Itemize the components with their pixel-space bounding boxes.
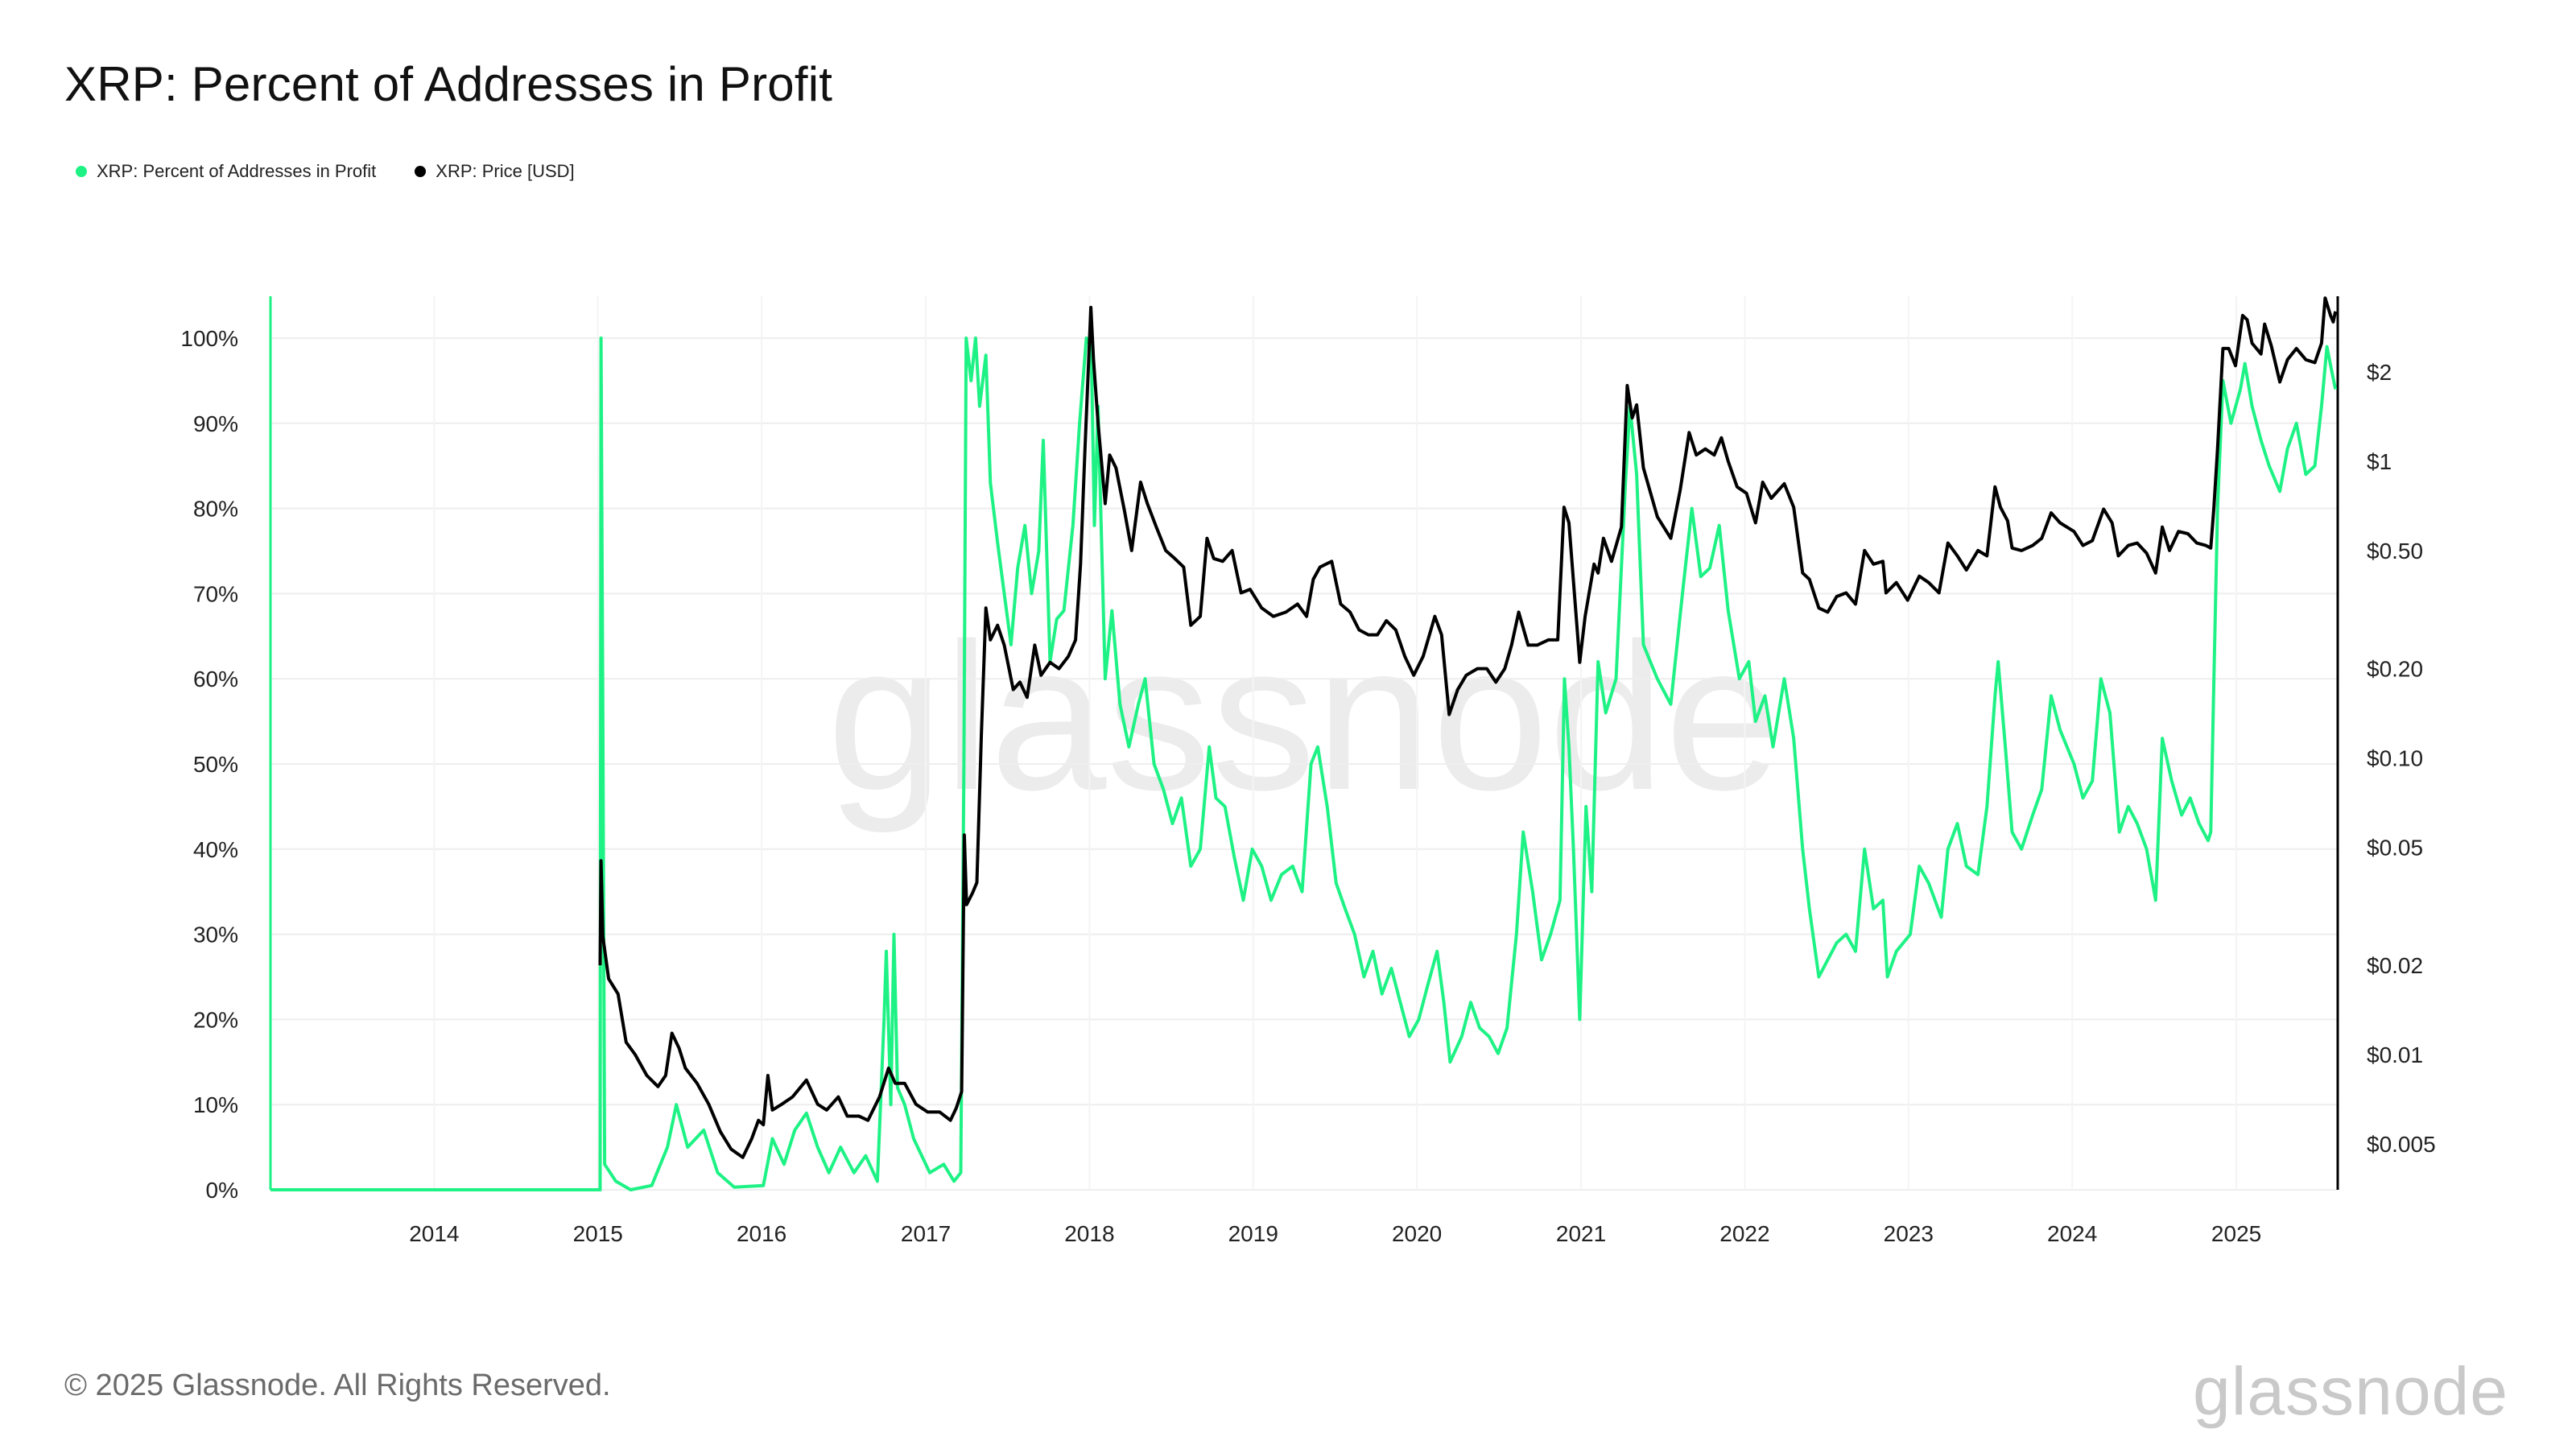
y-left-tick-label: 20% [193,1007,238,1032]
legend-label-price: XRP: Price [USD] [436,161,575,181]
legend-dot-price [415,166,427,177]
y-left-tick-label: 50% [193,752,238,777]
y-left-tick-label: 40% [193,837,238,862]
x-tick-label: 2015 [573,1221,623,1246]
right-axis: $0.005 $0.01 $0.02 $0.05 $0.10 $0.20 $0.50 $1 $2 [2367,360,2436,1157]
x-tick-label: 2020 [1392,1221,1442,1246]
y-right-tick-label: $0.10 [2367,745,2423,770]
series-line-price [598,296,2338,1159]
legend-item-price[interactable]: XRP: Price [USD] [415,161,575,182]
x-tick-label: 2019 [1228,1221,1278,1246]
watermark: glassnode [827,601,1781,835]
legend-item-profit[interactable]: XRP: Percent of Addresses in Profit [76,161,376,182]
y-right-tick-label: $0.05 [2367,835,2423,860]
copyright-text: © 2025 Glassnode. All Rights Reserved. [64,1368,611,1402]
y-left-tick-label: 60% [193,667,238,691]
left-axis: 0% 10% 20% 30% 40% 50% 60% 70% 80% 90% 100% [180,326,238,1203]
y-right-tick-label: $0.20 [2367,657,2423,682]
x-tick-label: 2014 [409,1221,459,1246]
y-right-tick-label: $0.02 [2367,953,2423,978]
legend-dot-profit [76,166,87,177]
x-tick-label: 2025 [2211,1221,2261,1246]
y-left-tick-label: 90% [193,411,238,436]
y-right-tick-label: $2 [2367,360,2392,385]
x-tick-label: 2021 [1556,1221,1606,1246]
legend: XRP: Percent of Addresses in Profit XRP:… [76,161,575,182]
y-left-tick-label: 10% [193,1092,238,1117]
x-tick-label: 2024 [2047,1221,2097,1246]
x-tick-label: 2017 [901,1221,951,1246]
y-right-tick-label: $0.01 [2367,1042,2423,1067]
y-right-tick-label: $0.50 [2367,539,2423,564]
x-axis: 2014 2015 2016 2017 2018 2019 2020 2021 2022 2023… [409,1221,2261,1246]
x-tick-label: 2018 [1064,1221,1114,1246]
y-left-tick-label: 0% [206,1178,238,1203]
y-left-tick-label: 100% [180,326,238,351]
y-right-tick-label: $1 [2367,449,2392,474]
y-left-tick-label: 70% [193,581,238,606]
grid-lines [270,296,2338,1191]
y-right-tick-label: $0.005 [2367,1132,2436,1157]
legend-label-profit: XRP: Percent of Addresses in Profit [97,161,377,181]
y-left-tick-label: 80% [193,497,238,522]
x-tick-label: 2016 [737,1221,786,1246]
brand-logo: glassnode [2193,1353,2508,1429]
series-line-profit [270,336,2338,1191]
x-tick-label: 2022 [1719,1221,1769,1246]
chart-title: XRP: Percent of Addresses in Profit [64,57,833,111]
x-tick-label: 2023 [1884,1221,1934,1246]
y-left-tick-label: 30% [193,923,238,947]
